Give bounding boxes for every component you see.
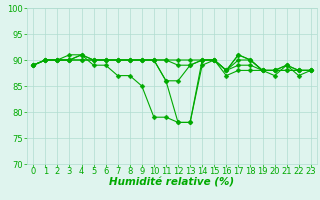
X-axis label: Humidité relative (%): Humidité relative (%): [109, 178, 235, 188]
